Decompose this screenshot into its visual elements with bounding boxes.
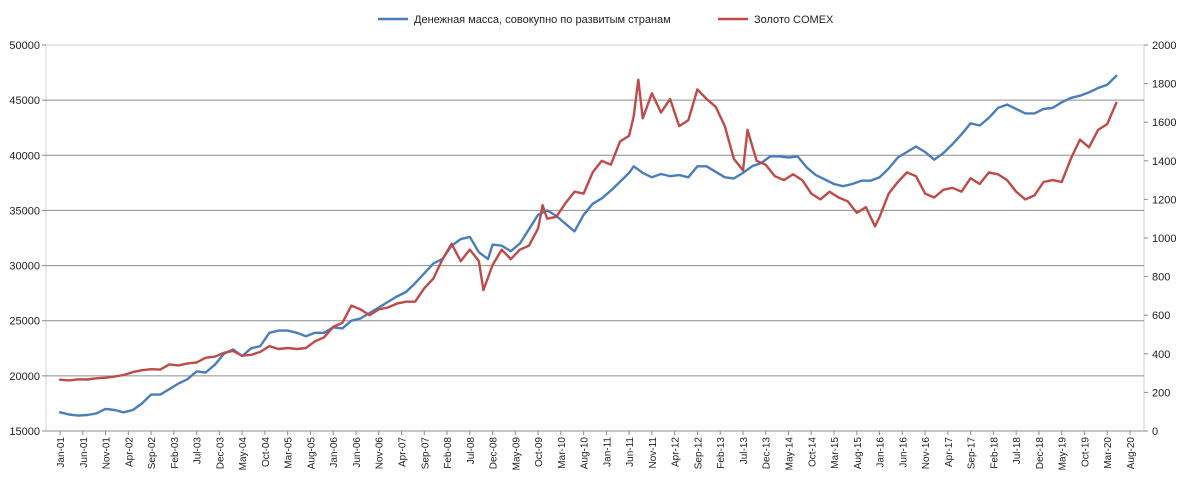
x-tick-label: Mar-20 (1103, 437, 1114, 469)
x-tick-label: Aug-15 (853, 437, 864, 470)
y-axis-right: 0 200 400 600 800 1000 1200 1400 1600 1800 2000 (1144, 40, 1176, 438)
x-tick-label: Jan-06 (329, 437, 340, 468)
y-right-tick-label: 1600 (1152, 117, 1176, 129)
x-tick-label: Apr-17 (944, 437, 955, 467)
y-right-tick-label: 1200 (1152, 194, 1176, 206)
x-tick-label: Mar-10 (557, 437, 568, 469)
y-right-tick-label: 400 (1152, 349, 1170, 361)
x-tick-label: Aug-20 (1126, 437, 1137, 470)
x-tick-label: Apr-02 (124, 437, 135, 467)
x-axis: Jan-01 Jun-01 Nov-01 Apr-02 Sep-02 Feb-03 Jul-… (46, 430, 1144, 471)
x-tick-label: Dec-03 (215, 437, 226, 470)
y-right-tick-label: 1800 (1152, 79, 1176, 91)
x-tick-label: May-14 (785, 437, 796, 471)
y-left-tick-label: 50000 (9, 40, 40, 52)
y-right-tick-label: 1000 (1152, 233, 1176, 245)
grid (46, 99, 1144, 377)
x-tick-label: Nov-01 (102, 437, 113, 470)
x-tick-label: Dec-08 (489, 437, 500, 470)
x-tick-label: Aug-10 (580, 437, 591, 470)
x-tick-label: Nov-06 (375, 437, 386, 470)
series-group (58, 74, 1118, 417)
series-line-1 (58, 74, 1118, 417)
y-right-tick-label: 1400 (1152, 156, 1176, 168)
y-left-tick-label: 15000 (9, 426, 40, 438)
x-tick-label: Oct-04 (261, 437, 272, 467)
x-tick-label: Feb-08 (443, 437, 454, 469)
y-left-tick-label: 45000 (9, 95, 40, 107)
legend: Денежная масса, совокупно по развитым ст… (378, 14, 834, 26)
x-tick-label: Feb-03 (170, 437, 181, 469)
x-tick-label: Jun-16 (898, 437, 909, 468)
x-tick-label: Jul-13 (739, 437, 750, 465)
legend-label-1: Денежная масса, совокупно по развитым ст… (414, 14, 671, 26)
y-left-tick-label: 40000 (9, 150, 40, 162)
y-right-tick-label: 800 (1152, 272, 1170, 284)
y-left-tick-label: 20000 (9, 371, 40, 383)
x-tick-label: Nov-16 (921, 437, 932, 470)
x-tick-label: Jul-18 (1012, 437, 1023, 465)
x-tick-label: Mar-15 (830, 437, 841, 469)
x-tick-label: Nov-11 (648, 437, 659, 469)
y-right-tick-label: 2000 (1152, 40, 1176, 52)
x-tick-label: Dec-13 (762, 437, 773, 470)
x-tick-label: Apr-12 (671, 437, 682, 467)
x-tick-label: Jan-01 (56, 437, 67, 468)
y-right-tick-label: 0 (1152, 426, 1158, 438)
x-tick-label: Apr-07 (397, 437, 408, 467)
plot-frame (45, 44, 1145, 432)
series-line-2 (58, 78, 1118, 382)
x-tick-label: Jan-16 (876, 437, 887, 468)
x-tick-label: Sep-07 (420, 437, 431, 470)
x-tick-label: Sep-12 (693, 437, 704, 470)
x-tick-label: May-04 (238, 437, 249, 471)
x-tick-label: Sep-17 (967, 437, 978, 470)
y-left-tick-label: 30000 (9, 261, 40, 273)
y-right-tick-label: 200 (1152, 387, 1170, 399)
x-tick-label: Mar-05 (284, 437, 295, 469)
y-left-tick-label: 35000 (9, 205, 40, 217)
x-tick-label: Jun-01 (79, 437, 90, 468)
x-tick-label: Feb-18 (989, 437, 1000, 469)
x-tick-label: Jul-08 (466, 437, 477, 465)
x-tick-label: Sep-02 (147, 437, 158, 470)
x-tick-label: May-19 (1058, 437, 1069, 471)
x-tick-label: Aug-05 (306, 437, 317, 470)
x-tick-label: Feb-13 (716, 437, 727, 469)
x-tick-label: Jan-11 (602, 437, 613, 467)
x-tick-label: Jun-06 (352, 437, 363, 468)
x-tick-label: Oct-14 (807, 437, 818, 467)
y-axis-left: 15000 20000 25000 30000 35000 40000 45000 50000 (9, 40, 46, 438)
x-tick-label: May-09 (511, 437, 522, 471)
x-tick-label: Dec-18 (1035, 437, 1046, 470)
x-tick-label: Oct-09 (534, 437, 545, 467)
x-tick-label: Oct-19 (1080, 437, 1091, 467)
y-right-tick-label: 600 (1152, 310, 1170, 322)
x-tick-label: Jul-03 (193, 437, 204, 465)
y-left-tick-label: 25000 (9, 316, 40, 328)
x-tick-label: Jun-11 (625, 437, 636, 467)
legend-label-2: Золото COMEX (754, 14, 834, 26)
